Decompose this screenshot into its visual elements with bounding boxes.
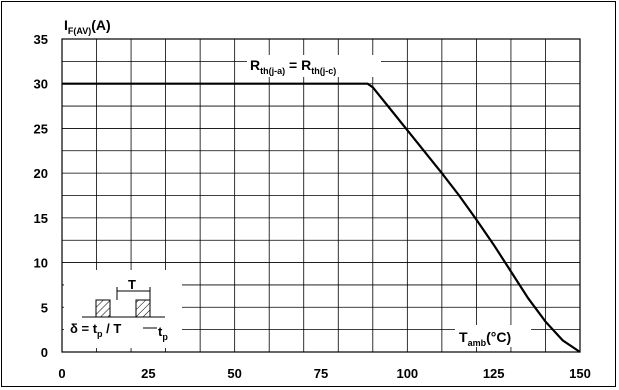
y-axis-ticks: 0 5 10 15 20 25 30 35 — [34, 32, 48, 360]
y-tick-label: 10 — [34, 256, 48, 271]
x-tick-label: 125 — [483, 366, 505, 381]
x-tick-label: 75 — [314, 366, 328, 381]
y-tick-label: 30 — [34, 77, 48, 92]
plot-area-border — [61, 38, 581, 353]
x-tick-label: 50 — [227, 366, 241, 381]
x-tick-label: 100 — [396, 366, 418, 381]
tp-label: tp — [158, 324, 168, 342]
y-axis-label: IF(AV)(A) — [64, 17, 111, 36]
inset-background — [64, 270, 182, 348]
y-tick-label: 20 — [34, 166, 48, 181]
y-tick-label: 15 — [34, 211, 48, 226]
x-label-background — [455, 325, 531, 347]
x-tick-label: 0 — [58, 366, 65, 381]
pulse-1 — [95, 299, 111, 318]
x-tick-label: 150 — [569, 366, 591, 381]
duty-cycle-inset: T δ = tp / T tp — [64, 270, 182, 348]
y-tick-label: 35 — [34, 32, 48, 47]
period-label: T — [128, 277, 136, 292]
pulse-2 — [135, 299, 151, 318]
x-axis-label: Tamb(°C) — [459, 329, 511, 348]
duty-formula: δ = tp / T — [70, 321, 121, 339]
x-tick-label: 25 — [141, 366, 155, 381]
y-tick-label: 5 — [41, 300, 48, 315]
series-line — [62, 82, 581, 353]
y-tick-label: 0 — [41, 345, 48, 360]
rth-annotation: Rth(j-a) = Rth(j-c) — [250, 57, 336, 76]
y-tick-label: 25 — [34, 121, 48, 136]
annotation-background — [247, 55, 381, 77]
x-axis-ticks: 0 25 50 75 100 125 150 — [58, 366, 590, 381]
